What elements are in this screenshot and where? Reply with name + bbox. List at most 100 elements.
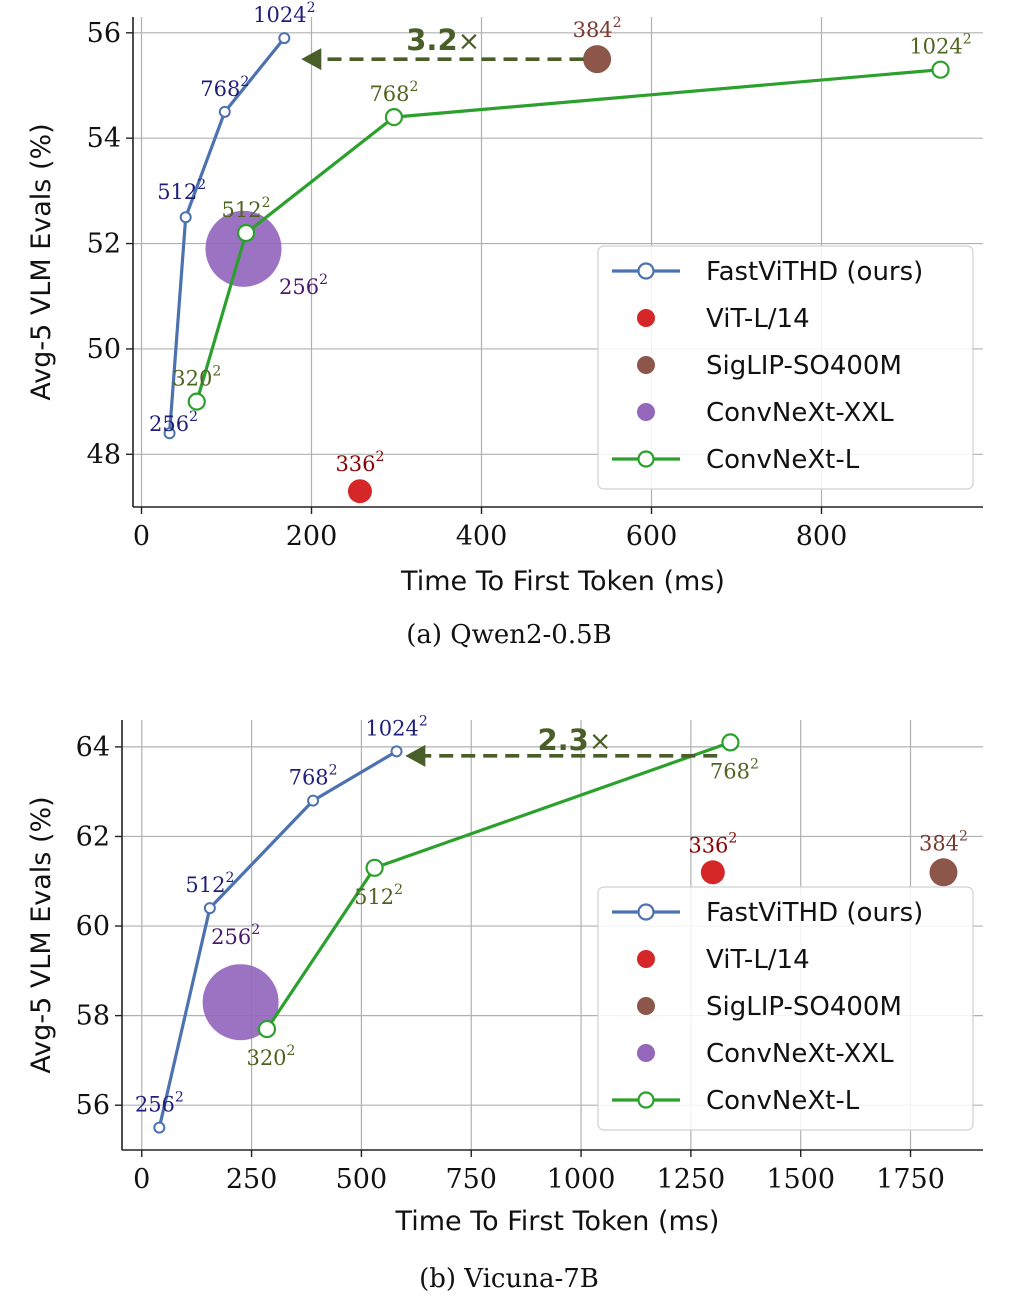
legend-box [597,245,974,490]
legend-item-fastvithd-marker [637,262,655,280]
y-tick-label-2: 52 [87,229,121,260]
series-fastvithd-res-label-2-exp: 2 [240,74,249,90]
series-convnext-l-point-0 [187,392,206,411]
series-siglip-res-label-0: 3842 [919,828,968,855]
series-fastvithd-point-1 [203,902,216,915]
series-fastvithd-res-label-0-exp: 2 [175,1090,184,1106]
series-fastvithd-res-label-3: 10242 [365,713,427,740]
y-tick-label-2: 60 [76,911,110,942]
x-tick-label-7: 1750 [876,1164,945,1195]
speedup-suffix: × [589,726,612,757]
x-tick-label-0: 0 [133,521,150,552]
series-fastvithd-point-0 [153,1121,166,1134]
x-tick-label-6: 1500 [766,1164,835,1195]
legend-item-vit-label: ViT-L/14 [706,945,810,975]
y-tick-label-3: 62 [76,821,110,852]
series-fastvithd-res-label-0-base: 256 [135,1093,175,1117]
y-tick-label-3: 54 [87,123,121,154]
series-convnext-l-res-label-2-exp: 2 [750,756,759,772]
series-fastvithd-res-label-1-exp: 2 [225,870,234,886]
series-siglip-res-label-0-exp: 2 [959,828,968,844]
x-tick-label-1: 250 [226,1164,278,1195]
series-vit-res-label-0-base: 336 [688,833,728,857]
series-convnext-l-res-label-0-base: 320 [172,367,212,391]
series-fastvithd-res-label-2-exp: 2 [329,763,338,779]
legend-item-vit-marker [637,309,655,327]
series-fastvithd-res-label-0: 2562 [149,409,198,436]
series-convnext-l-point-2 [721,733,740,752]
speedup-label: 3.2× [406,23,480,57]
series-fastvithd-res-label-1-base: 512 [185,873,225,897]
legend-item-convnext-l-label: ConvNeXt-L [706,1086,860,1116]
series-convnext-l-res-label-1-base: 512 [354,885,394,909]
series-convnext-l-point-1 [236,223,256,243]
x-tick-label-5: 1250 [657,1164,726,1195]
series-convnext-l-res-label-0: 3202 [246,1043,295,1070]
y-axis-label: Avg-5 VLM Evals (%) [26,796,57,1073]
legend-item-siglip-marker [637,356,655,374]
series-convnext-l-res-label-1: 5122 [222,195,271,222]
legend-item-convnext-l-marker [637,1091,655,1109]
series-fastvithd-point-3 [278,32,291,45]
legend: FastViTHD (ours) ViT-L/14 SigLIP-SO400M Con… [597,245,974,490]
series-fastvithd-res-label-3-exp: 2 [419,713,428,729]
series-convnext-l-res-label-0-exp: 2 [212,364,221,380]
series-convnext-xxl-res-label-0-base: 256 [211,925,251,949]
x-axis-label: Time To First Token (ms) [395,1206,720,1237]
series-convnext-l-res-label-2-base: 768 [710,759,750,783]
series-siglip-res-label-0-exp: 2 [613,15,622,31]
series-fastvithd-res-label-3-base: 1024 [253,3,306,27]
series-convnext-l-res-label-2-base: 768 [369,82,409,106]
series-fastvithd-res-label-0-base: 256 [149,412,189,436]
series-fastvithd-point-0 [163,427,176,440]
series-vit-point-0 [700,860,725,885]
series-convnext-l-res-label-0: 3202 [172,364,221,391]
series-fastvithd-res-label-0-exp: 2 [189,409,198,425]
series-fastvithd-res-label-3: 10242 [253,0,315,27]
x-tick-label-1: 200 [286,521,338,552]
speedup-arrow-head [405,744,426,767]
series-fastvithd-line [157,749,398,1128]
speedup-arrow-head [301,48,322,71]
series-convnext-xxl-point-0 [202,964,279,1041]
series-convnext-l-res-label-2-exp: 2 [410,79,419,95]
legend-item-convnext-l-marker [637,450,655,468]
legend-item-siglip-label: SigLIP-SO400M [706,992,902,1022]
series-fastvithd-point-3 [390,745,403,758]
chart-vicuna-7b: 0 250 500 750 1000 1250 1500 1750 56 58 60 62 64 Time… [26,713,983,1294]
legend-item-convnext-xxl-label: ConvNeXt-XXL [706,1039,894,1069]
legend-item-convnext-l-label: ConvNeXt-L [706,445,860,475]
series-fastvithd-res-label-2-base: 768 [200,77,240,101]
series-convnext-l-point-2 [384,108,404,127]
y-axis-label: Avg-5 VLM Evals (%) [26,123,57,400]
y-tick-label-1: 58 [76,1001,110,1032]
series-convnext-xxl-point-0 [205,210,282,287]
legend-item-siglip-label: SigLIP-SO400M [706,351,902,381]
series-convnext-l-res-label-3: 10242 [909,32,971,59]
series-fastvithd-res-label-2-base: 768 [289,766,329,790]
x-tick-label-4: 1000 [547,1164,616,1195]
series-fastvithd-point-2 [218,105,231,118]
series-convnext-l-res-label-2: 7682 [369,79,418,106]
series-convnext-l-res-label-1-exp: 2 [394,882,403,898]
legend-item-vit-marker [637,950,655,968]
series-convnext-l-res-label-1-exp: 2 [262,195,271,211]
series-convnext-xxl-res-label-0-exp: 2 [319,272,328,288]
series-fastvithd-res-label-1-exp: 2 [197,177,206,193]
speedup-value: 3.2 [406,23,457,57]
legend-item-fastvithd-label: FastViTHD (ours) [706,257,923,287]
series-convnext-l-line [195,68,941,403]
x-tick-label-3: 750 [445,1164,497,1195]
series-convnext-l-res-label-3-exp: 2 [963,32,972,48]
legend-box [597,886,974,1131]
y-tick-label-4: 64 [76,732,110,763]
x-tick-label-0: 0 [133,1164,150,1195]
series-fastvithd-line [167,37,286,434]
legend-item-fastvithd-label: FastViTHD (ours) [706,898,923,928]
x-tick-label-3: 600 [626,521,678,552]
series-fastvithd-res-label-2: 7682 [289,763,338,790]
series-fastvithd-res-label-3-exp: 2 [307,0,316,16]
legend-item-convnext-xxl-marker [637,403,655,421]
series-convnext-l-res-label-0-exp: 2 [287,1043,296,1059]
series-convnext-xxl-res-label-0-base: 256 [279,275,319,299]
